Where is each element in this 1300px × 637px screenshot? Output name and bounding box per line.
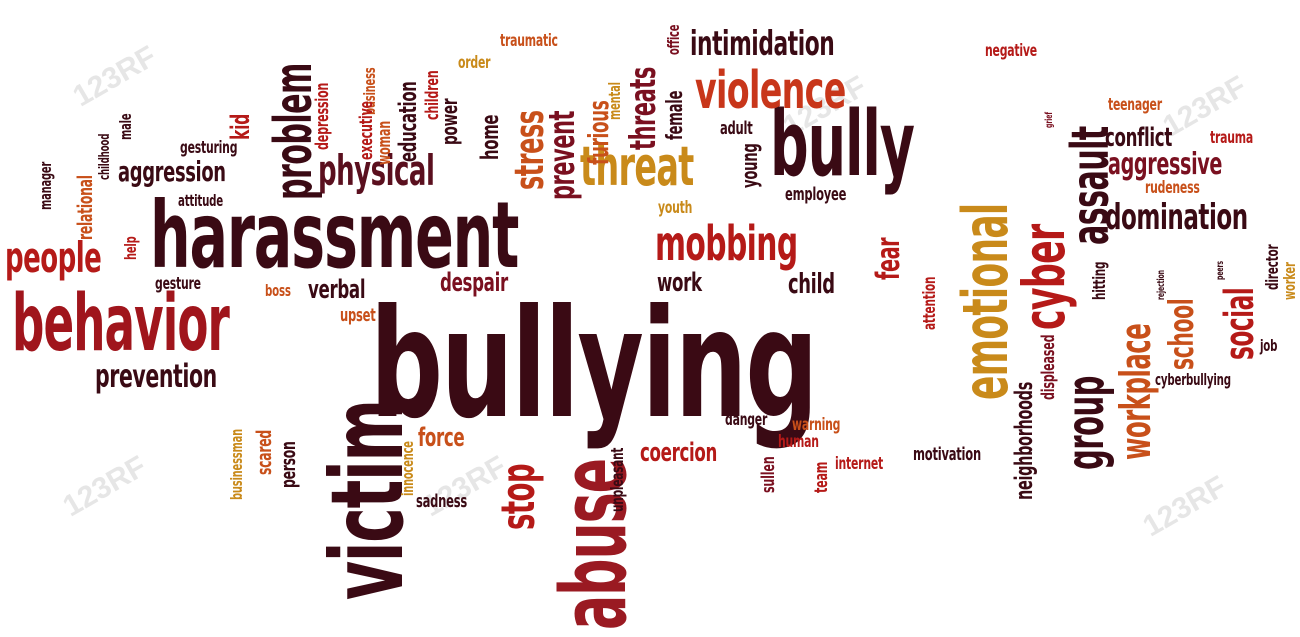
word-school: school xyxy=(1162,298,1202,370)
word-children: children xyxy=(422,70,443,120)
word-child: child xyxy=(788,267,835,300)
word-victim: victim xyxy=(309,400,426,600)
word-youth: youth xyxy=(658,198,693,218)
word-domination: domination xyxy=(1105,197,1248,238)
word-attention: attention xyxy=(920,276,940,330)
word-grief: grief xyxy=(1044,112,1055,128)
word-traumatic: traumatic xyxy=(500,31,558,51)
word-mobbing: mobbing xyxy=(655,216,798,272)
word-threats: threats xyxy=(623,67,664,150)
word-innocence: innocence xyxy=(398,441,417,496)
word-sadness: sadness xyxy=(416,491,467,512)
word-peers: peers xyxy=(1215,261,1226,280)
word-sullen: sullen xyxy=(758,456,779,493)
word-aggressive: aggressive xyxy=(1108,147,1223,182)
word-violence: violence xyxy=(695,61,846,121)
word-physical: physical xyxy=(318,146,435,195)
word-mental: mental xyxy=(605,82,624,120)
word-power: power xyxy=(438,98,463,145)
word-relational: relational xyxy=(73,175,97,240)
word-childhood: childhood xyxy=(97,133,113,180)
word-worker: worker xyxy=(1280,262,1299,300)
word-internet: internet xyxy=(835,454,884,474)
word-manager: manager xyxy=(36,161,55,210)
word-female: female xyxy=(663,90,688,140)
word-young: young xyxy=(738,143,763,188)
word-order: order xyxy=(458,53,491,73)
word-harassment: harassment xyxy=(150,182,519,289)
word-adult: adult xyxy=(720,118,753,139)
word-coercion: coercion xyxy=(640,438,717,468)
word-trauma: trauma xyxy=(1210,128,1254,148)
word-bullying: bullying xyxy=(370,278,818,452)
word-fear: fear xyxy=(869,237,907,280)
word-neighborhoods: neighborhoods xyxy=(1010,382,1038,500)
word-employee: employee xyxy=(785,184,847,205)
word-gesture: gesture xyxy=(155,274,201,294)
word-woman: woman xyxy=(374,121,395,165)
word-group: group xyxy=(1056,376,1116,470)
word-workplace: workplace xyxy=(1111,323,1160,460)
word-threat: threat xyxy=(580,135,694,198)
word-verbal: verbal xyxy=(308,275,366,305)
word-teenager: teenager xyxy=(1108,95,1162,115)
word-danger: danger xyxy=(725,410,768,430)
word-businessman: businessman xyxy=(227,429,246,500)
word-kid: kid xyxy=(226,114,256,140)
word-scared: scared xyxy=(252,429,276,475)
word-warning: warning xyxy=(792,415,841,435)
word-force: force xyxy=(418,423,465,453)
word-conflict: conflict xyxy=(1105,123,1172,153)
word-boss: boss xyxy=(265,281,291,300)
word-human: human xyxy=(778,432,819,452)
word-gesturing: gesturing xyxy=(180,138,238,158)
word-office: office xyxy=(664,24,683,55)
word-aggression: aggression xyxy=(118,155,226,188)
word-rejection: rejection xyxy=(1156,270,1167,300)
word-emotional: emotional xyxy=(949,203,1022,400)
word-hitting: hitting xyxy=(1090,261,1110,300)
word-negative: negative xyxy=(985,41,1037,61)
word-person: person xyxy=(276,441,300,488)
word-education: education xyxy=(394,81,422,162)
watermark-bottom-left: 123RF xyxy=(57,449,153,524)
word-social: social xyxy=(1217,287,1263,360)
word-despair: despair xyxy=(440,268,508,298)
word-job: job xyxy=(1260,336,1278,355)
word-bully: bully xyxy=(770,92,915,197)
word-rudeness: rudeness xyxy=(1145,178,1200,198)
word-depression: depression xyxy=(312,82,333,150)
word-prevent: prevent xyxy=(542,110,583,200)
watermark-top-left: 123RF xyxy=(67,39,163,114)
word-help: help xyxy=(121,236,140,260)
word-intimidation: intimidation xyxy=(690,24,835,64)
word-unpleasant: unpleasant xyxy=(608,447,628,512)
word-displeased: displeased xyxy=(1038,334,1059,400)
word-attitude: attitude xyxy=(178,191,224,210)
word-people: people xyxy=(5,233,102,282)
word-home: home xyxy=(476,114,504,160)
watermark-bottom-right: 123RF xyxy=(1137,469,1233,544)
word-cyberbullying: cyberbullying xyxy=(1155,370,1231,389)
word-stop: stop xyxy=(491,463,545,530)
word-team: team xyxy=(811,461,832,493)
word-male: male xyxy=(116,113,135,140)
word-upset: upset xyxy=(340,305,376,326)
word-work: work xyxy=(657,268,702,298)
word-prevention: prevention xyxy=(95,357,217,395)
word-motivation: motivation xyxy=(913,444,981,465)
word-behavior: behavior xyxy=(12,279,230,369)
